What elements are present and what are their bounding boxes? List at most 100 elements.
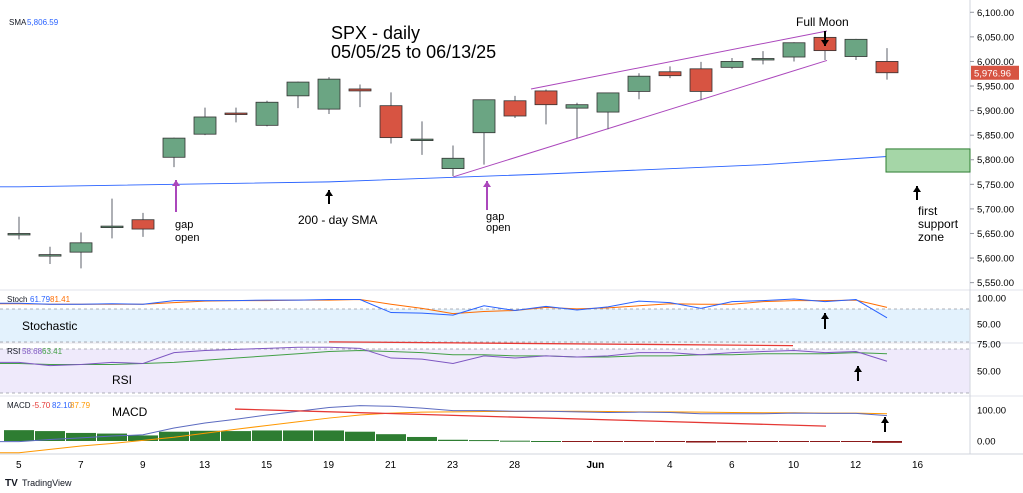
candle-body (69, 242, 93, 253)
candle-body (379, 105, 403, 139)
candle (782, 42, 806, 62)
wedge-upper-line (530, 30, 828, 90)
x-tick-label: 12 (850, 460, 862, 471)
candle-body (596, 92, 620, 113)
rsi-legend-ma: 63.41 (42, 347, 63, 356)
wedge-lower-line (452, 59, 828, 178)
x-tick-label: 7 (78, 460, 84, 471)
candle (255, 100, 279, 127)
candle (379, 92, 403, 144)
full-moon-arrow-head (821, 40, 829, 46)
price-tick-label: 5,950.00 (977, 82, 1014, 93)
candle (627, 73, 651, 100)
macd-legend-label: MACD (7, 401, 31, 410)
rsi-pane (0, 341, 888, 367)
price-tick-label: 5,600.00 (977, 254, 1014, 265)
stochastic-pane (0, 298, 888, 319)
stoch-tick-label: 50.00 (977, 320, 1001, 331)
price-tick-label: 6,000.00 (977, 57, 1014, 68)
macd-divergence-line (234, 408, 827, 427)
macd-histogram-bar (531, 441, 561, 442)
annotation-support-line1: first (918, 204, 938, 218)
candle (875, 48, 899, 80)
x-tick-label: 9 (140, 460, 146, 471)
macd-histogram-bar (779, 441, 809, 442)
macd-histogram-bar (717, 441, 747, 443)
annotation-gap-open-1-line2: open (175, 232, 199, 244)
macd-histogram-bar (35, 431, 65, 441)
annotation-200-day-sma: 200 - day SMA (298, 213, 377, 227)
price-tick-label: 5,650.00 (977, 229, 1014, 240)
candle (100, 198, 124, 239)
candle (224, 107, 248, 123)
candle (751, 51, 775, 65)
x-tick-label: 4 (667, 460, 673, 471)
macd-histogram-bar (190, 430, 220, 441)
candle-body (689, 68, 713, 92)
candle (69, 232, 93, 269)
annotation-support-line3: zone (918, 230, 944, 244)
candle-body (844, 38, 868, 57)
x-tick-label: 13 (199, 460, 211, 471)
candle-body (658, 71, 682, 77)
svg-text:TV: TV (5, 478, 18, 489)
support-zone-box (885, 148, 971, 173)
stoch-legend-k: 61.79 (30, 295, 51, 304)
annotation-support-line2: support (918, 217, 959, 231)
candle (658, 66, 682, 79)
candle (441, 145, 465, 176)
stoch-tick-label: 100.00 (977, 294, 1006, 305)
x-tick-label: 5 (16, 460, 22, 471)
stoch-k-line (0, 298, 888, 319)
macd-label: MACD (112, 405, 148, 419)
candle-body (565, 104, 589, 109)
candle-body (224, 112, 248, 115)
macd-histogram-bar (810, 441, 840, 442)
sma-legend-label: SMA (9, 18, 27, 27)
macd-histogram-bar (159, 431, 189, 441)
macd-legend-hist: -5.70 (32, 401, 51, 410)
candle-body (720, 61, 744, 68)
stochastic-band (0, 309, 970, 342)
macd-histogram-bar (66, 432, 96, 441)
macd-histogram-bar (686, 441, 716, 443)
candle-body (162, 137, 186, 158)
support-arrow-head (913, 186, 921, 192)
macd-histogram-bar (314, 430, 344, 441)
candle (7, 216, 31, 240)
rsi-label: RSI (112, 373, 132, 387)
macd-histogram-bar (4, 430, 34, 441)
rsi-divergence-line (328, 341, 794, 347)
macd-histogram-bar (469, 440, 499, 442)
candle-body (100, 225, 124, 229)
sma-legend-value: 5,806.59 (27, 18, 59, 27)
price-tick-label: 5,700.00 (977, 204, 1014, 215)
price-tick-label: 5,900.00 (977, 106, 1014, 117)
stochastic-label: Stochastic (22, 319, 77, 333)
macd-histogram-bar (872, 441, 902, 443)
price-tick-label: 5,550.00 (977, 278, 1014, 289)
gap-open-arrow-1-head (172, 180, 180, 186)
x-tick-label: 6 (729, 460, 735, 471)
candle-body (751, 58, 775, 61)
last-price-label: 5,976.96 (974, 68, 1011, 79)
macd-histogram-bar (376, 434, 406, 441)
last-price-tag (971, 65, 1019, 80)
macd-histogram-bar (407, 436, 437, 441)
candle (193, 107, 217, 136)
candle (410, 121, 434, 155)
macd-histogram-bar (128, 435, 158, 441)
candle (534, 89, 558, 125)
candle-body (875, 61, 899, 74)
macd-histogram-bar (345, 431, 375, 441)
macd-histogram-bar (655, 441, 685, 442)
candle-body (410, 138, 434, 142)
macd-histogram-bar (97, 433, 127, 441)
macd-histogram-bar (593, 441, 623, 442)
chart-title: SPX - daily (331, 23, 420, 43)
macd-legend-macd: 82.10 (52, 401, 73, 410)
candle (38, 246, 62, 264)
macd-tick-label: 0.00 (977, 437, 996, 448)
